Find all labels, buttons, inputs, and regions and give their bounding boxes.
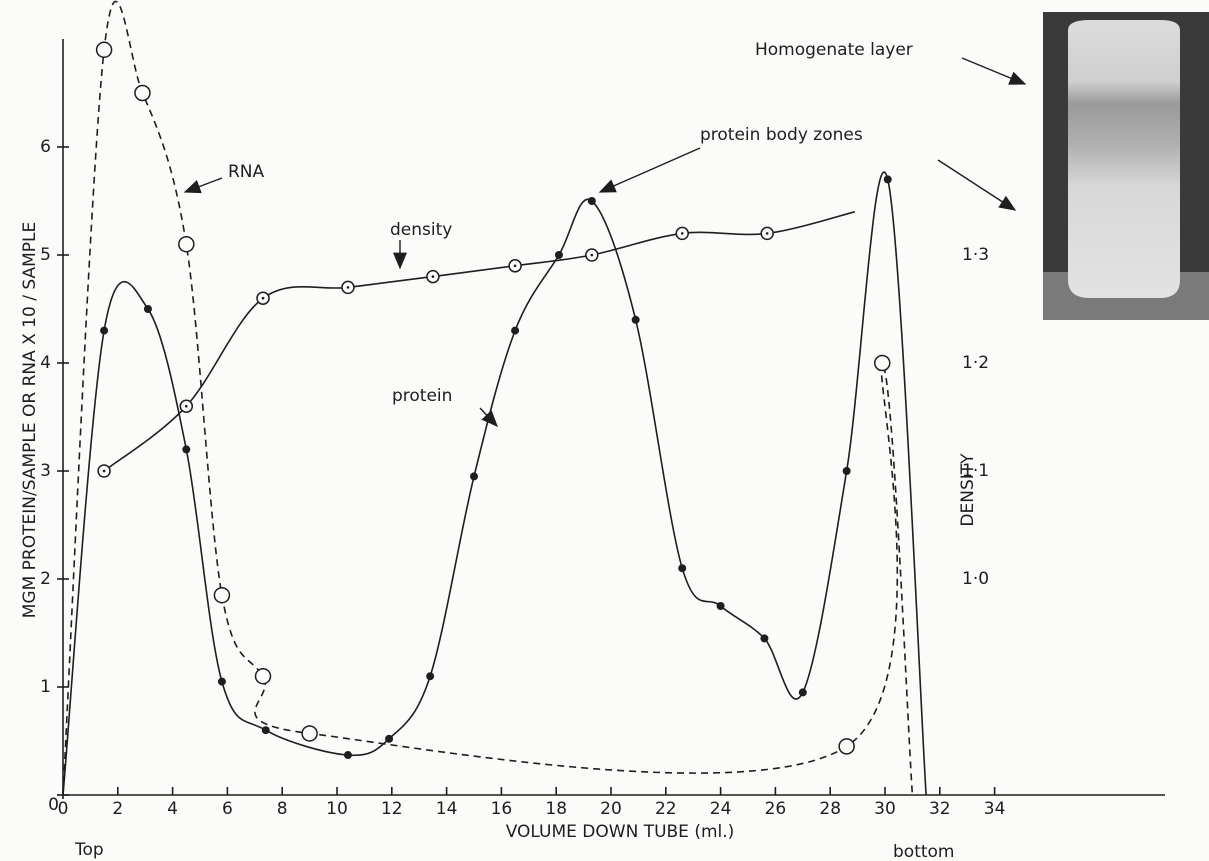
series-line (104, 212, 855, 471)
data-point (760, 634, 768, 642)
annotation: Homogenate layer (755, 40, 913, 60)
data-point (182, 445, 190, 453)
x-tick-label: 12 (381, 799, 403, 819)
y-tick-label: 2 (40, 569, 51, 589)
data-point (385, 735, 393, 743)
data-point-center (766, 232, 769, 235)
data-point (262, 726, 270, 734)
y2-tick-label: 1·3 (962, 245, 989, 265)
x-tick-label: 16 (491, 799, 513, 819)
data-point (839, 739, 854, 754)
photo (1043, 12, 1209, 320)
y2-tick-label: 1·2 (962, 353, 989, 373)
data-point (144, 305, 152, 313)
x-tick-label: 0 (58, 799, 69, 819)
annotation: protein (392, 386, 452, 406)
data-point (717, 602, 725, 610)
annotation: RNA (228, 162, 265, 182)
x-tick-label: 22 (655, 799, 677, 819)
data-point-center (681, 232, 684, 235)
x-tick-label: 20 (600, 799, 622, 819)
data-point (555, 251, 563, 259)
series-line (63, 1, 912, 795)
data-point-center (347, 286, 350, 289)
y-tick-label: 4 (40, 353, 51, 373)
data-point (135, 86, 150, 101)
data-point (511, 327, 519, 335)
annotation: protein body zones (700, 125, 863, 145)
series-line (63, 172, 926, 795)
data-point (588, 197, 596, 205)
data-point (678, 564, 686, 572)
x-tick-label: 18 (545, 799, 567, 819)
data-point-center (262, 297, 265, 300)
x-tick-label: 10 (326, 799, 348, 819)
data-point (179, 237, 194, 252)
data-point (632, 316, 640, 324)
annotation: density (390, 220, 452, 240)
data-point (884, 175, 892, 183)
data-point-center (591, 254, 594, 257)
chart: RNA density protein protein body zones H… (0, 0, 1209, 861)
data-point (875, 356, 890, 371)
y-tick-label: 3 (40, 461, 51, 481)
data-point-center (514, 265, 517, 268)
x-tick-label: 28 (819, 799, 841, 819)
y2-tick-label: 1·1 (962, 461, 989, 481)
y-tick-label: 6 (40, 137, 51, 157)
data-point (256, 669, 271, 684)
y-tick-label: 5 (40, 245, 51, 265)
annotation: Top (74, 840, 104, 860)
data-point (302, 726, 317, 741)
x-tick-label: 26 (765, 799, 787, 819)
annotation-arrows (185, 58, 1025, 426)
x-tick-label: 34 (984, 799, 1006, 819)
data-point (100, 327, 108, 335)
data-point-center (185, 405, 188, 408)
y-axis-label: MGM PROTEIN/SAMPLE OR RNA X 10 / SAMPLE (20, 222, 40, 618)
data-point (426, 672, 434, 680)
x-tick-label: 6 (222, 799, 233, 819)
x-tick-label: 8 (277, 799, 288, 819)
data-point-center (432, 275, 435, 278)
data-point (470, 472, 478, 480)
x-tick-label: 32 (929, 799, 951, 819)
x-tick-label: 2 (112, 799, 123, 819)
y-tick-label: 1 (40, 677, 51, 697)
data-point (218, 678, 226, 686)
data-point (843, 467, 851, 475)
data-point (214, 588, 229, 603)
data-point (799, 688, 807, 696)
data-point (344, 751, 352, 759)
data-point (97, 42, 112, 57)
x-tick-label: 24 (710, 799, 732, 819)
x-tick-label: 30 (874, 799, 896, 819)
data-point-center (103, 470, 106, 473)
x-tick-label: 4 (167, 799, 178, 819)
x-axis-label: VOLUME DOWN TUBE (ml.) (506, 822, 735, 842)
annotation: bottom (893, 842, 954, 861)
y-tick-label: 0 (48, 795, 59, 815)
y2-tick-label: 1·0 (962, 569, 989, 589)
x-tick-label: 14 (436, 799, 458, 819)
